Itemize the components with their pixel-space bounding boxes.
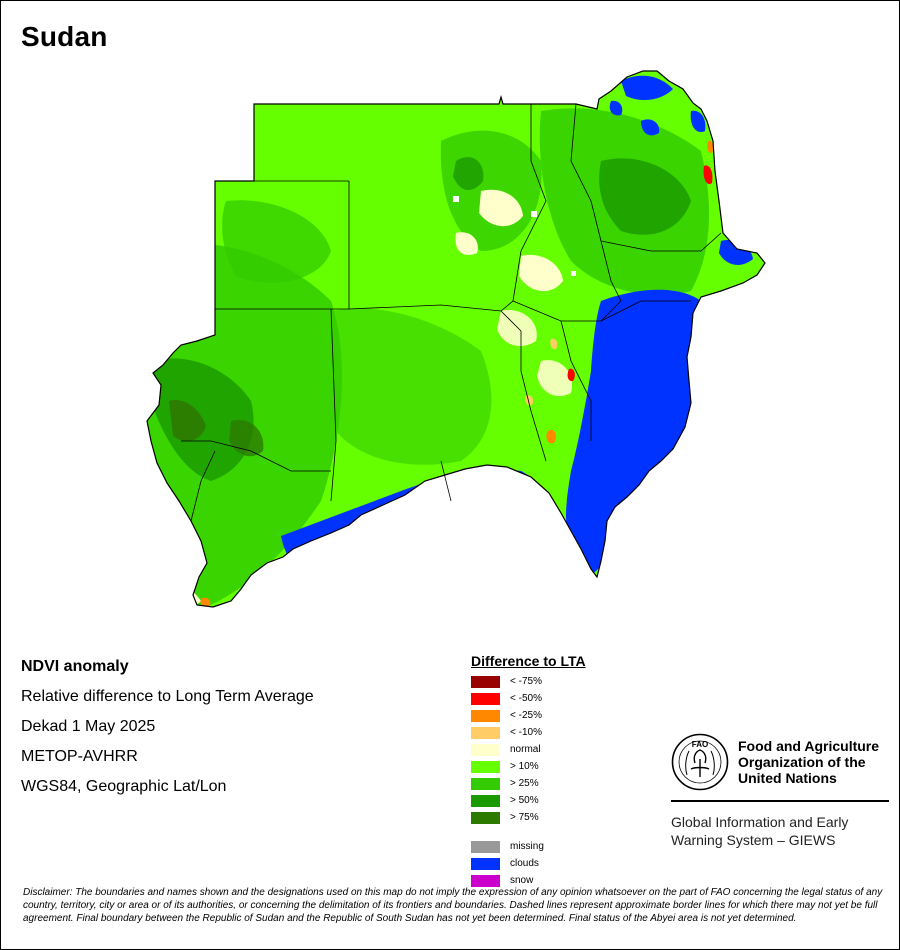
legend-label: < -50% <box>510 693 542 704</box>
info-heading: NDVI anomaly <box>21 658 129 675</box>
legend-label: < -10% <box>510 727 542 738</box>
info-line-2: Relative difference to Long Term Average <box>21 688 314 705</box>
giews-label: Global Information and Early Warning Sys… <box>671 814 849 848</box>
legend-swatch <box>471 874 500 887</box>
legend-item-row: < -50% <box>471 690 586 707</box>
map-info: NDVI anomaly Relative difference to Long… <box>21 657 314 807</box>
legend-label: > 50% <box>510 795 539 806</box>
legend-item-row: < -75% <box>471 673 586 690</box>
legend-item-row: > 25% <box>471 775 586 792</box>
legend: Difference to LTA < -75% < -50% < -25% < -1… <box>471 653 586 889</box>
legend-label: > 75% <box>510 812 539 823</box>
info-line-3: Dekad 1 May 2025 <box>21 718 156 735</box>
legend-item-row: normal <box>471 741 586 758</box>
legend-swatch <box>471 726 500 739</box>
legend-extra-items: missing clouds snow <box>471 838 586 889</box>
legend-swatch <box>471 709 500 722</box>
fao-block: FAO Food and Agriculture Organization of… <box>671 733 889 849</box>
legend-extra-row: clouds <box>471 855 586 872</box>
legend-label: missing <box>510 841 544 852</box>
legend-item-row: > 50% <box>471 792 586 809</box>
legend-swatch <box>471 760 500 773</box>
legend-swatch <box>471 794 500 807</box>
legend-swatch <box>471 777 500 790</box>
info-line-4: METOP-AVHRR <box>21 748 138 765</box>
legend-item-row: > 75% <box>471 809 586 826</box>
legend-label: normal <box>510 744 541 755</box>
legend-extra-row: missing <box>471 838 586 855</box>
legend-main-items: < -75% < -50% < -25% < -10% normal > 10% > 25%… <box>471 673 586 826</box>
legend-swatch <box>471 675 500 688</box>
legend-swatch <box>471 857 500 870</box>
legend-label: snow <box>510 875 534 886</box>
legend-swatch <box>471 811 500 824</box>
disclaimer: Disclaimer: The boundaries and names sho… <box>23 887 883 924</box>
fao-divider <box>671 800 889 802</box>
legend-label: > 10% <box>510 761 539 772</box>
abyei-dashed-area <box>358 552 404 580</box>
legend-extra-row: snow <box>471 872 586 889</box>
legend-swatch <box>471 743 500 756</box>
legend-item-row: < -10% <box>471 724 586 741</box>
legend-swatch <box>471 692 500 705</box>
map-area <box>1 1 900 641</box>
map-title: Sudan <box>21 21 108 52</box>
legend-label: clouds <box>510 858 539 869</box>
sudan-map <box>146 70 766 608</box>
legend-label: < -75% <box>510 676 542 687</box>
legend-label: > 25% <box>510 778 539 789</box>
ndvi-anomaly-layer <box>147 75 753 607</box>
legend-title: Difference to LTA <box>471 653 586 669</box>
legend-item-row: > 10% <box>471 758 586 775</box>
fao-logo-icon: FAO <box>671 733 729 791</box>
info-line-5: WGS84, Geographic Lat/Lon <box>21 778 227 795</box>
legend-swatch <box>471 840 500 853</box>
legend-item-row: < -25% <box>471 707 586 724</box>
state-boundaries <box>181 103 722 522</box>
fao-name: Food and Agriculture Organization of the… <box>738 738 880 786</box>
legend-label: < -25% <box>510 710 542 721</box>
fao-logo-letters: FAO <box>692 740 708 749</box>
